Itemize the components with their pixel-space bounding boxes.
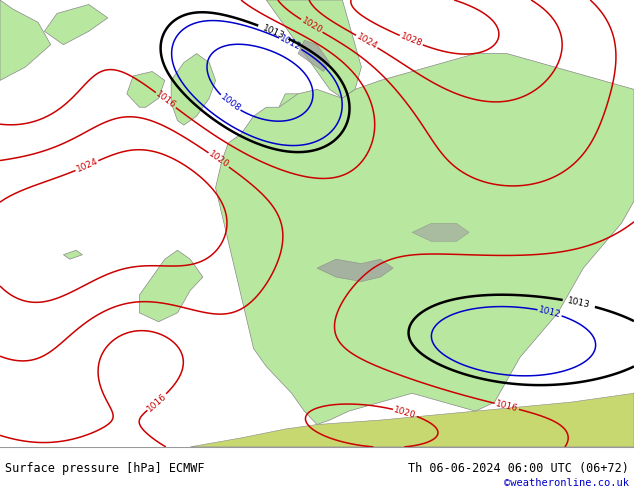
Text: 1016: 1016	[154, 90, 178, 111]
Text: 1020: 1020	[392, 405, 417, 420]
Text: 1012: 1012	[278, 34, 302, 52]
Text: Th 06-06-2024 06:00 UTC (06+72): Th 06-06-2024 06:00 UTC (06+72)	[408, 462, 629, 475]
Polygon shape	[63, 250, 82, 259]
Polygon shape	[279, 94, 304, 116]
Text: 1024: 1024	[75, 157, 99, 174]
Text: 1013: 1013	[261, 23, 286, 41]
Text: Surface pressure [hPa] ECMWF: Surface pressure [hPa] ECMWF	[5, 462, 205, 475]
Polygon shape	[412, 223, 469, 241]
Polygon shape	[190, 393, 634, 447]
Text: 1020: 1020	[207, 149, 231, 170]
Text: 1012: 1012	[538, 305, 562, 319]
Polygon shape	[216, 53, 634, 424]
Polygon shape	[127, 72, 165, 107]
Text: 1028: 1028	[399, 32, 424, 49]
Text: 1016: 1016	[145, 391, 169, 413]
Text: 1008: 1008	[218, 93, 242, 114]
Text: 1016: 1016	[495, 399, 519, 414]
Polygon shape	[266, 0, 361, 98]
Polygon shape	[298, 40, 330, 72]
Polygon shape	[44, 4, 108, 45]
Text: ©weatheronline.co.uk: ©weatheronline.co.uk	[504, 478, 629, 488]
Polygon shape	[171, 53, 216, 125]
Text: 1013: 1013	[567, 296, 591, 310]
Polygon shape	[0, 0, 51, 80]
Polygon shape	[139, 250, 203, 322]
Text: 1024: 1024	[355, 32, 379, 51]
Text: 1020: 1020	[300, 16, 324, 36]
Polygon shape	[317, 259, 393, 282]
